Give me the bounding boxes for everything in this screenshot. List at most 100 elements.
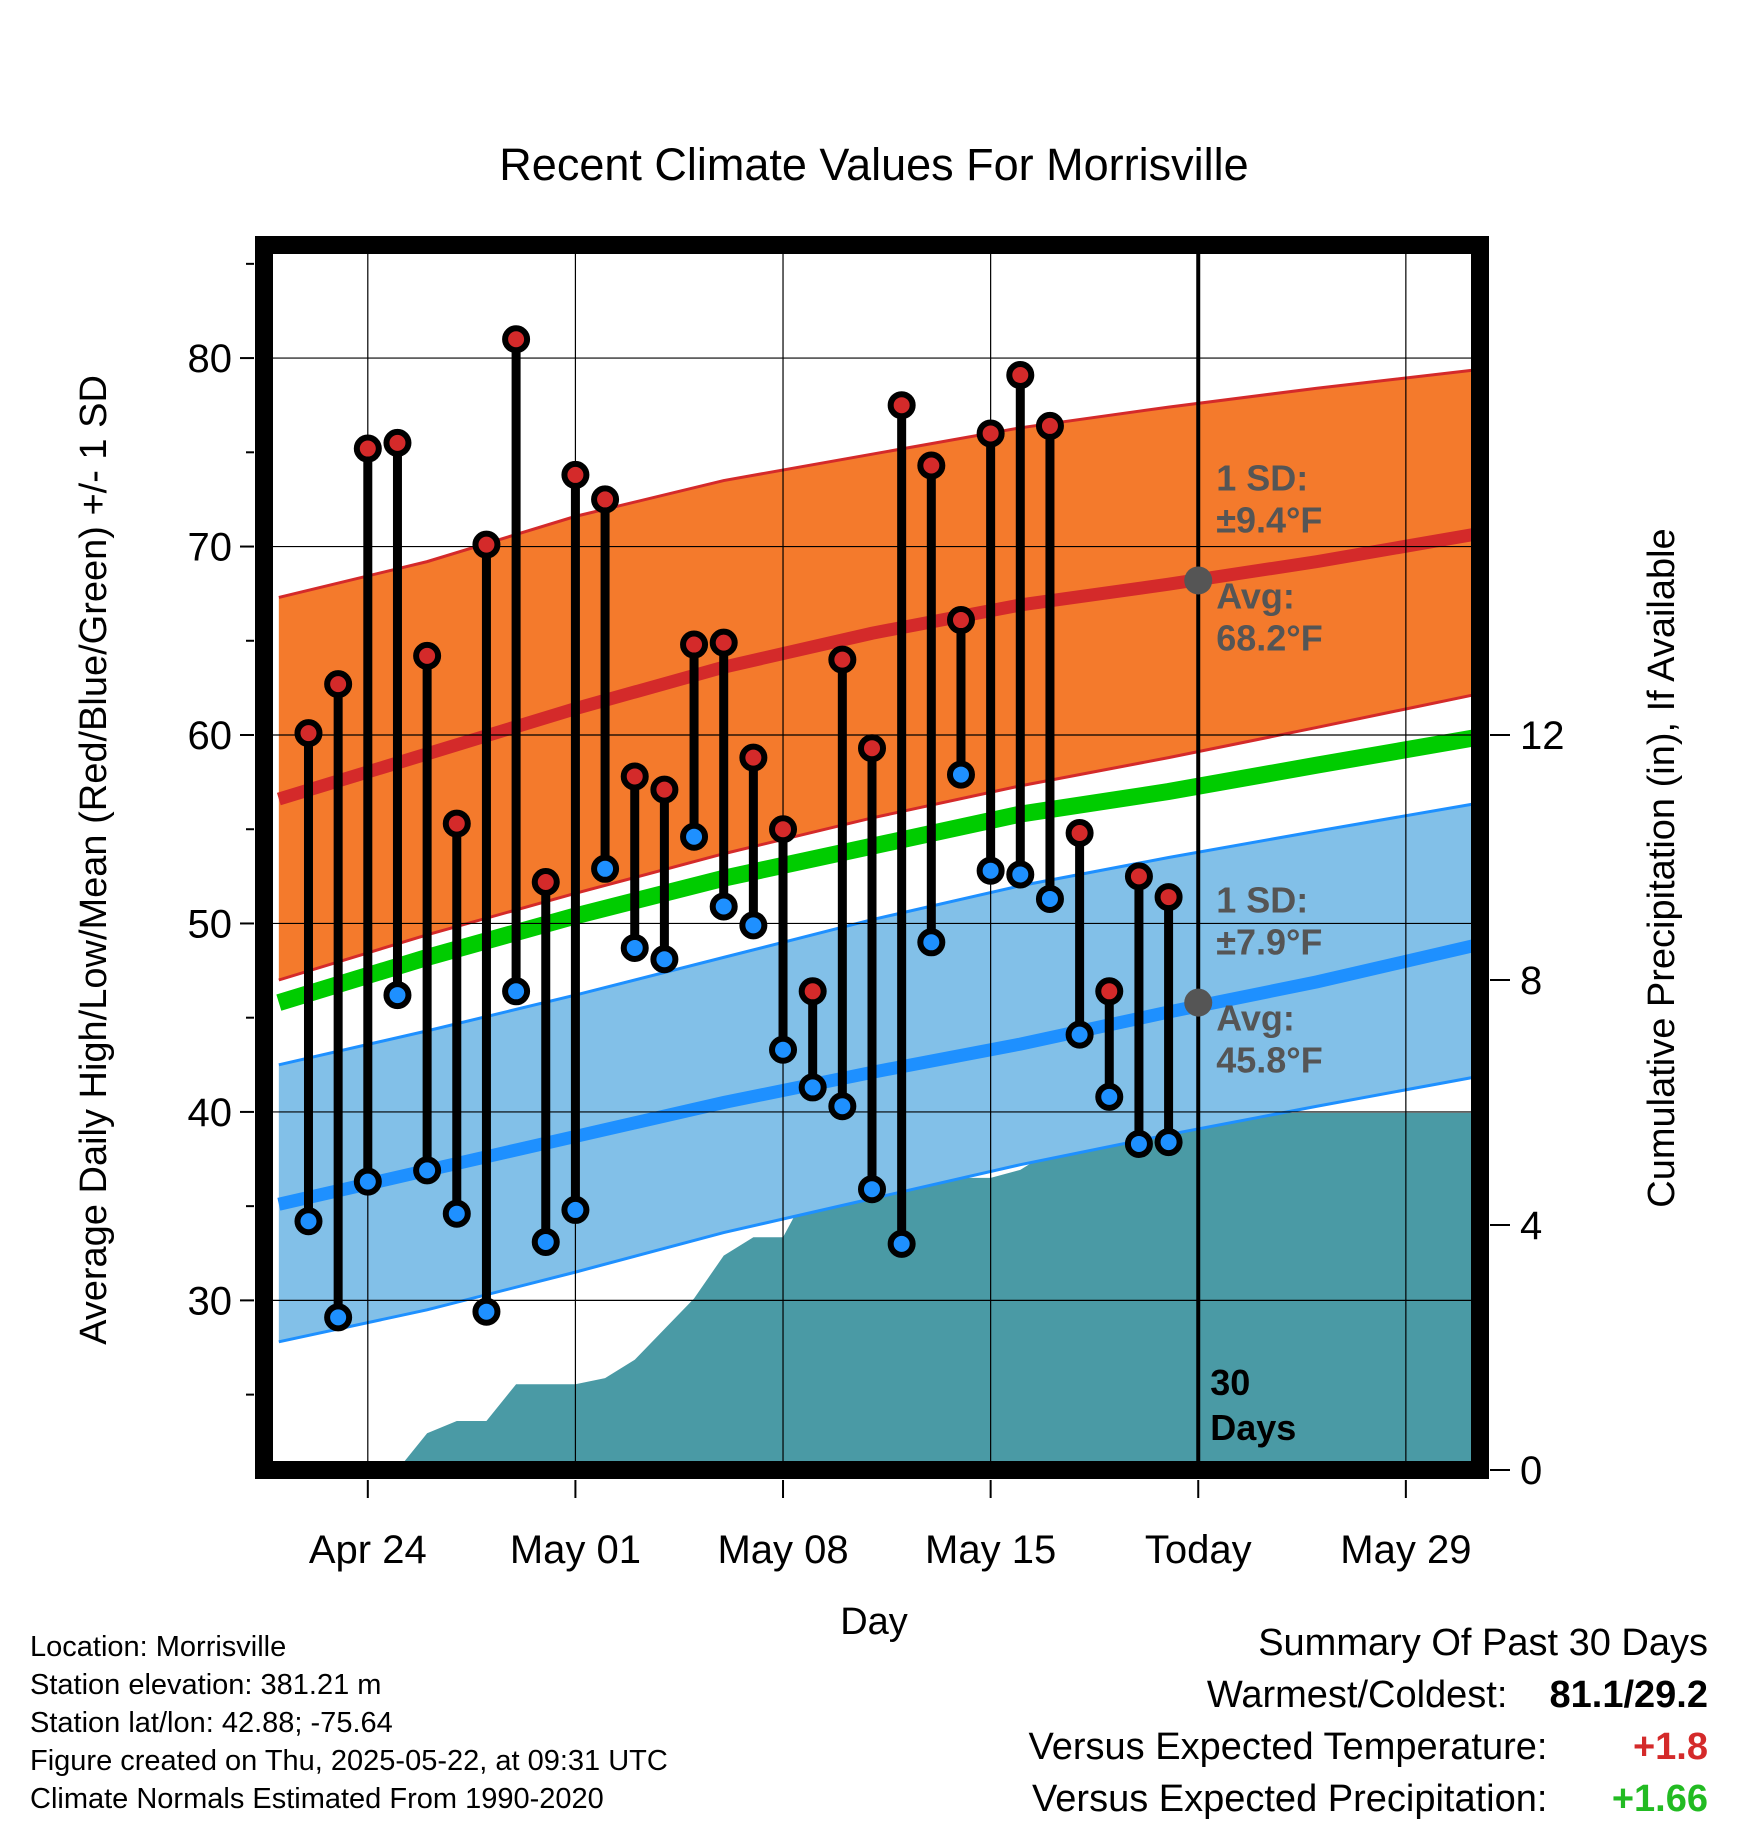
x-tick-label: May 08 [717, 1528, 848, 1572]
daily-low-point [650, 945, 679, 974]
daily-high-point [531, 868, 560, 896]
y-tick-label-left: 80 [188, 337, 233, 381]
summary-precip: Versus Expected Precipitation: +1.66 [1029, 1778, 1708, 1830]
daily-low-point [531, 1227, 560, 1256]
daily-high-point [620, 762, 649, 791]
daily-low-point [709, 892, 738, 921]
daily-low-point [828, 1092, 857, 1121]
daily-low-point [1006, 860, 1035, 889]
daily-low-point [858, 1175, 886, 1204]
daily-high-point [887, 391, 916, 420]
daily-low-point [917, 928, 946, 957]
meta-created: Figure created on Thu, 2025-05-22, at 09… [30, 1745, 668, 1777]
daily-low-point [502, 977, 531, 1006]
daily-high-point [709, 628, 738, 657]
daily-low-point [472, 1297, 501, 1326]
x-tick-label: Apr 24 [309, 1528, 427, 1572]
daily-low-point [413, 1156, 442, 1185]
daily-high-point [798, 977, 827, 1006]
meta-normals: Climate Normals Estimated From 1990-2020 [30, 1783, 604, 1815]
summary-warm-cold-label: Warmest/Coldest: [1206, 1674, 1508, 1716]
high-avg-label: Avg: [1216, 575, 1295, 616]
plot-frame [255, 236, 1489, 1479]
daily-high-point [976, 419, 1005, 448]
daily-low-point [324, 1303, 353, 1332]
high-sd-label: 1 SD: [1216, 457, 1308, 498]
daily-high-point [324, 670, 353, 699]
y-tick-label-left: 40 [188, 1091, 233, 1135]
daily-high-point [739, 743, 768, 772]
x-tick-label: May 15 [925, 1528, 1056, 1572]
daily-high-point [1065, 819, 1094, 847]
summary-precip-label: Versus Expected Precipitation: [1032, 1778, 1548, 1820]
daily-high-point [1124, 862, 1153, 891]
daily-low-point [591, 854, 620, 883]
precipitation-area [308, 1112, 1480, 1470]
y-tick-label-left: 70 [188, 526, 233, 570]
low-sd-label: 1 SD: [1216, 880, 1308, 921]
x-tick-label: May 29 [1340, 1528, 1471, 1572]
daily-high-point [591, 485, 620, 514]
meta-latlon: Station lat/lon: 42.88; -75.64 [30, 1707, 393, 1739]
daily-low-point [1065, 1020, 1094, 1049]
high-avg-value: 68.2°F [1216, 617, 1322, 658]
daily-low-point [1095, 1082, 1124, 1111]
daily-low-point [680, 822, 709, 851]
daily-high-point [502, 325, 531, 354]
high-sd-value: ±9.4°F [1216, 499, 1322, 540]
daily-high-point [472, 530, 501, 559]
daily-high-point [680, 630, 709, 659]
station-metadata: Location: Morrisville Station elevation:… [30, 1628, 668, 1818]
y-tick-label-right: 12 [1520, 714, 1565, 758]
summary-warm-cold-value: 81.1/29.2 [1549, 1674, 1708, 1716]
daily-high-point [946, 606, 975, 635]
daily-low-point [1035, 884, 1064, 913]
daily-low-point [739, 911, 768, 940]
today-high-avg-marker [1184, 566, 1213, 595]
meta-elevation: Station elevation: 381.21 m [30, 1669, 382, 1701]
y-tick-label-left: 60 [188, 714, 233, 758]
daily-high-point [858, 734, 886, 763]
y-tick-label-left: 30 [188, 1279, 233, 1323]
days-label-number: 30 [1210, 1362, 1250, 1403]
summary-precip-value: +1.66 [1611, 1778, 1708, 1820]
daily-high-point [1006, 361, 1035, 390]
y-tick-label-right: 0 [1520, 1449, 1542, 1493]
daily-high-point [1095, 977, 1124, 1006]
daily-high-point [413, 641, 442, 670]
axes: 30 40 50 60 70 80 0 4 8 12 Apr 24 May 01 May 08 May 1… [188, 236, 1565, 1572]
summary-panel: Summary Of Past 30 Days Warmest/Coldest:… [1029, 1622, 1708, 1830]
daily-high-point [1035, 411, 1064, 440]
summary-heading: Summary Of Past 30 Days [1258, 1622, 1708, 1664]
daily-low-point [561, 1195, 590, 1224]
daily-high-point [383, 428, 412, 457]
daily-high-point [650, 775, 679, 804]
daily-low-point [769, 1035, 798, 1064]
daily-low-point [946, 760, 975, 789]
daily-high-point [353, 434, 382, 463]
y-axis-label-left: Average Daily High/Low/Mean (Red/Blue/Gr… [73, 375, 115, 1345]
meta-location: Location: Morrisville [30, 1631, 287, 1663]
low-avg-value: 45.8°F [1216, 1040, 1322, 1081]
daily-high-point [828, 645, 857, 674]
days-label-text: Days [1210, 1407, 1296, 1448]
y-tick-label-right: 8 [1520, 959, 1542, 1003]
daily-low-point [353, 1167, 382, 1196]
daily-low-point [442, 1199, 471, 1228]
x-tick-label: May 01 [510, 1528, 641, 1572]
summary-warm-cold: Warmest/Coldest: 81.1/29.2 [1029, 1674, 1708, 1726]
high-normal-line [276, 526, 1482, 806]
y-axis-label-right: Cumulative Precipitation (in), If Availa… [1641, 528, 1683, 1207]
daily-low-point [798, 1073, 827, 1102]
x-tick-label: Today [1145, 1528, 1252, 1572]
summary-temp-value: +1.8 [1632, 1726, 1708, 1768]
summary-temp: Versus Expected Temperature: +1.8 [1029, 1726, 1708, 1778]
daily-low-point [383, 981, 412, 1010]
chart-title: Recent Climate Values For Morrisville [499, 139, 1248, 190]
y-tick-label-left: 50 [188, 902, 233, 946]
today-low-avg-marker [1184, 988, 1213, 1017]
low-sd-value: ±7.9°F [1216, 922, 1322, 963]
daily-low-point [976, 856, 1005, 885]
